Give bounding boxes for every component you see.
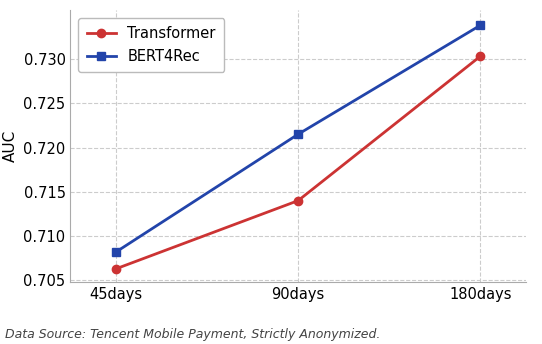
Transformer bbox=[477, 54, 483, 58]
Legend: Transformer, BERT4Rec: Transformer, BERT4Rec bbox=[78, 18, 224, 72]
BERT4Rec bbox=[477, 23, 483, 28]
Y-axis label: AUC: AUC bbox=[3, 130, 18, 162]
Line: BERT4Rec: BERT4Rec bbox=[112, 21, 485, 256]
BERT4Rec bbox=[113, 250, 119, 254]
Transformer bbox=[295, 198, 301, 203]
Text: Data Source: Tencent Mobile Payment, Strictly Anonymized.: Data Source: Tencent Mobile Payment, Str… bbox=[5, 327, 381, 341]
Transformer bbox=[113, 267, 119, 271]
Line: Transformer: Transformer bbox=[112, 52, 485, 273]
BERT4Rec bbox=[295, 132, 301, 136]
